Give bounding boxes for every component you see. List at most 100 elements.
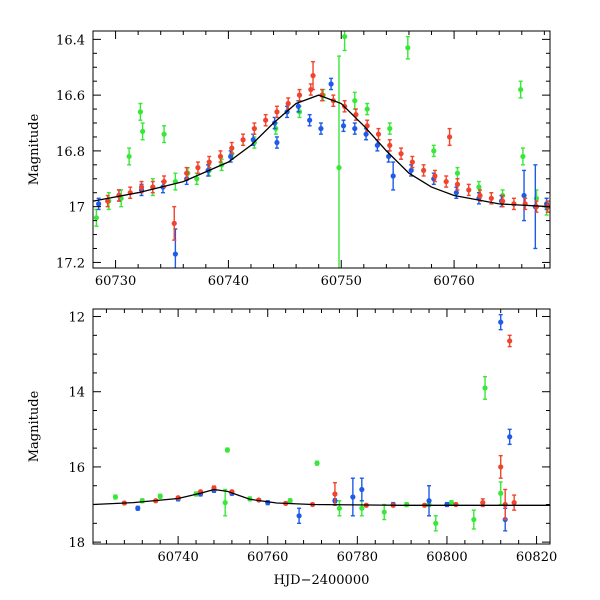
bottom-panel: 60740 60760 60780 60800 60820 12 14 16 18 Magnitu…	[27, 308, 557, 588]
data-point	[453, 501, 459, 508]
y-tick-label: 14	[68, 386, 85, 401]
data-point	[431, 148, 437, 154]
data-point	[352, 125, 358, 132]
series-1	[135, 313, 513, 532]
plot-area	[93, 31, 550, 268]
model-curve	[93, 488, 550, 506]
data-point	[520, 153, 526, 160]
data-point	[374, 142, 380, 148]
data-point	[222, 500, 228, 506]
data-point	[342, 33, 348, 40]
series-2	[121, 334, 517, 521]
y-tick-label: 16.8	[56, 145, 85, 160]
y-tick-label: 16	[68, 461, 85, 476]
data-point	[295, 103, 301, 109]
data-point	[432, 173, 438, 179]
data-point	[471, 516, 477, 523]
data-point	[224, 447, 231, 453]
data-point	[498, 464, 504, 470]
data-point	[454, 181, 461, 187]
x-tick-label: 60760	[433, 274, 474, 289]
data-point	[229, 145, 235, 151]
data-point	[251, 125, 257, 132]
y-tick-label: 16.4	[56, 33, 85, 48]
data-point	[381, 509, 387, 515]
data-point	[287, 498, 293, 504]
data-point	[507, 434, 513, 440]
data-point	[105, 198, 111, 204]
x-tick-label: 60800	[426, 550, 467, 565]
data-point	[296, 513, 302, 519]
data-point	[184, 170, 190, 176]
data-point	[511, 201, 517, 207]
data-point	[454, 170, 461, 176]
data-point	[387, 125, 393, 132]
data-point	[443, 178, 449, 185]
data-point	[518, 86, 524, 93]
data-point	[217, 153, 224, 160]
data-point	[314, 460, 320, 466]
data-point	[195, 165, 201, 171]
data-point	[408, 167, 414, 174]
data-point	[500, 198, 506, 204]
data-point	[446, 134, 453, 140]
data-point	[161, 131, 167, 137]
data-point	[482, 385, 488, 391]
data-point	[488, 195, 494, 201]
x-tick-label: 60730	[95, 274, 136, 289]
data-point	[328, 81, 334, 87]
data-point	[310, 73, 316, 79]
data-point	[96, 201, 102, 207]
data-point	[375, 131, 382, 137]
data-point	[157, 493, 163, 499]
data-point	[359, 505, 365, 511]
data-point	[228, 153, 234, 160]
data-point	[387, 142, 393, 148]
data-point	[336, 505, 343, 511]
data-point	[476, 184, 482, 190]
y-axis-label: Magnitude	[27, 390, 42, 462]
y-tick-label: 17	[68, 201, 85, 216]
data-point	[480, 500, 486, 506]
data-point	[453, 190, 459, 196]
y-tick-label: 18	[68, 536, 85, 551]
data-point	[263, 117, 269, 123]
y-tick-label: 17.2	[56, 256, 85, 271]
data-point	[390, 173, 396, 179]
x-tick-label: 60750	[321, 274, 362, 289]
x-tick-label: 60740	[157, 550, 198, 565]
x-tick-label: 60760	[247, 550, 288, 565]
data-point	[296, 92, 303, 98]
data-point	[498, 319, 504, 325]
data-point	[318, 125, 324, 132]
data-point	[332, 491, 338, 497]
data-point	[161, 178, 167, 185]
data-point	[433, 520, 439, 526]
plot-frame	[92, 30, 551, 269]
data-point	[507, 338, 513, 344]
data-point	[352, 98, 358, 104]
data-point	[140, 128, 146, 134]
x-tick-label: 60740	[208, 274, 249, 289]
top-panel: 60730 60740 60750 60760 16.4 16.6 16.8 17 17.2 Ma…	[27, 30, 551, 289]
data-point	[93, 215, 99, 221]
plot-frame	[92, 308, 551, 545]
data-point	[135, 505, 141, 511]
data-point	[521, 192, 527, 199]
data-point	[359, 486, 365, 493]
data-point	[308, 86, 314, 93]
data-point	[398, 151, 404, 157]
series-0	[112, 375, 504, 532]
data-point	[138, 184, 145, 190]
data-point	[274, 109, 280, 115]
data-point	[409, 159, 415, 165]
data-point	[498, 490, 504, 496]
data-point	[405, 45, 411, 51]
data-point	[363, 131, 369, 137]
data-point	[426, 498, 432, 504]
data-point	[307, 117, 313, 123]
data-point	[477, 192, 483, 199]
data-point	[240, 137, 246, 143]
data-point	[285, 100, 291, 107]
data-point	[350, 494, 356, 500]
